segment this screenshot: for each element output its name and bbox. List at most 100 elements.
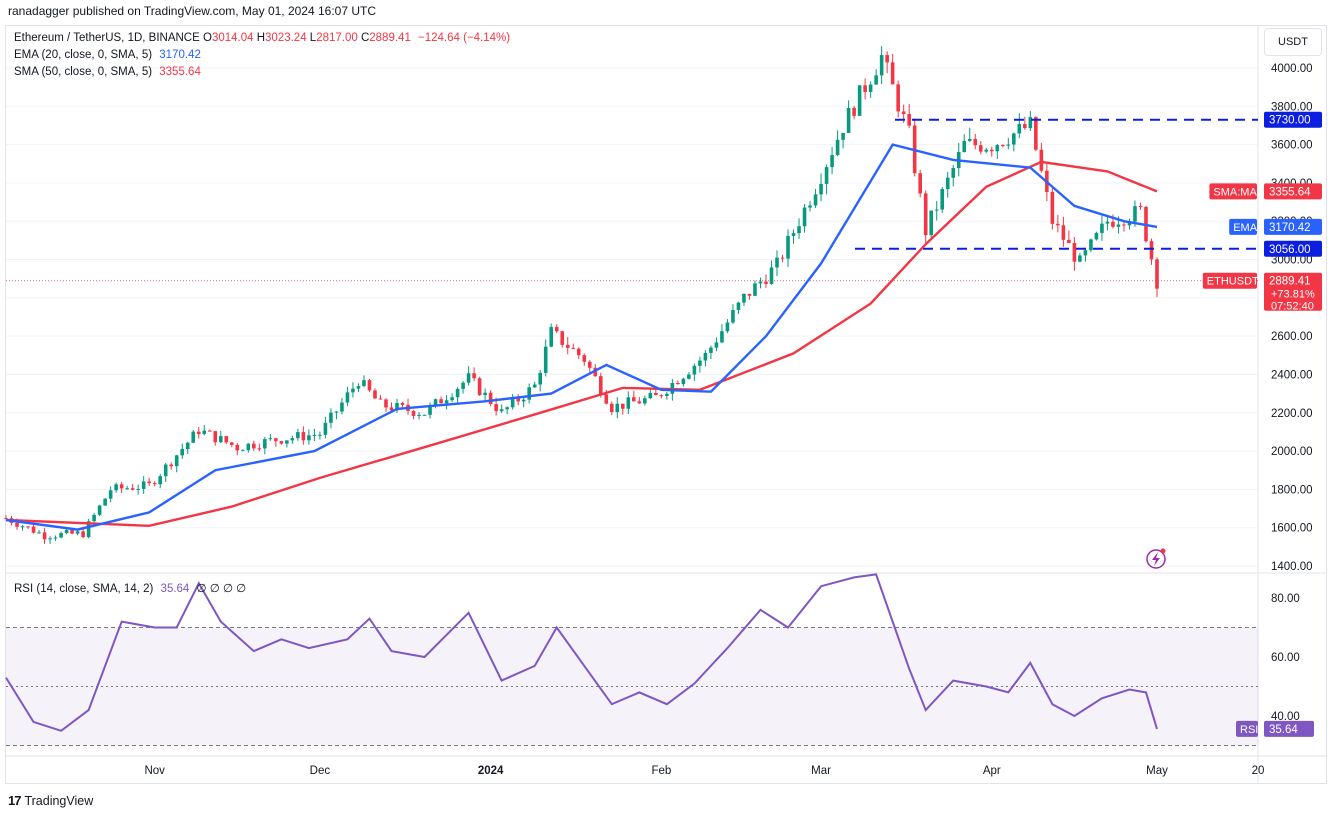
candle-up — [1012, 133, 1016, 145]
price-tag-label-bg — [1209, 183, 1257, 200]
publisher-line: ranadagger published on TradingView.com,… — [8, 4, 377, 18]
candle-down — [1050, 191, 1055, 224]
candle-down — [576, 348, 581, 356]
symbol-legend: Ethereum / TetherUS, 1D, BINANCE O3014.0… — [14, 30, 510, 81]
candle-up — [103, 498, 107, 506]
candle-up — [643, 398, 647, 404]
candle-up — [334, 411, 339, 413]
candle-up — [53, 537, 58, 539]
candle-up — [758, 281, 763, 284]
candle-up — [808, 205, 812, 208]
candle-up — [1083, 250, 1088, 256]
candle-down — [1067, 239, 1071, 244]
candle-down — [1072, 243, 1077, 262]
candle-up — [720, 331, 724, 343]
rsi-tick-label: 80.00 — [1271, 593, 1300, 605]
price-tick-label: 2400.00 — [1271, 369, 1313, 381]
candle-down — [15, 522, 19, 527]
candle-down — [1056, 223, 1060, 226]
candle-up — [455, 388, 460, 398]
currency-button[interactable]: USDT — [1264, 28, 1322, 56]
candle-up — [37, 532, 41, 534]
price-tick-label: 3800.00 — [1271, 101, 1313, 113]
price-tick-label: 2600.00 — [1271, 331, 1313, 343]
candle-down — [764, 281, 768, 284]
candle-down — [477, 378, 482, 396]
candle-down — [918, 173, 922, 194]
candle-up — [433, 399, 438, 406]
candle-down — [560, 331, 565, 345]
candle-down — [1034, 117, 1038, 150]
candle-up — [1116, 224, 1121, 227]
candle-down — [373, 390, 377, 399]
price-tag-label-bg — [1202, 272, 1257, 289]
candle-down — [890, 62, 895, 85]
candle-down — [1149, 241, 1154, 260]
candle-up — [180, 449, 185, 456]
sma50-line — [5, 160, 1158, 528]
candle-down — [907, 114, 911, 126]
candle-up — [246, 443, 251, 451]
change-value: −124.64 (−4.14%) — [418, 32, 511, 44]
candle-up — [450, 397, 454, 401]
candle-down — [654, 393, 658, 396]
candle-up — [527, 387, 531, 400]
ohlc-value: 3014.04 — [211, 32, 257, 44]
candle-up — [841, 132, 845, 140]
candle-down — [604, 394, 609, 404]
candle-down — [301, 432, 306, 441]
candle-up — [125, 488, 129, 490]
candle-up — [665, 393, 669, 397]
candle-down — [571, 347, 576, 349]
candle-down — [494, 404, 498, 412]
candle-down — [252, 443, 256, 449]
candle-up — [791, 233, 796, 236]
candle-up — [296, 432, 300, 439]
candle-down — [632, 397, 636, 402]
candle-up — [830, 155, 834, 168]
candle-down — [973, 138, 978, 146]
candle-up — [874, 75, 878, 85]
time-tick-label: Feb — [651, 765, 671, 777]
candle-up — [951, 168, 956, 178]
candle-up — [1127, 221, 1132, 226]
candle-up — [940, 189, 945, 210]
candle-up — [356, 386, 361, 389]
price-tag-value: 3355.64 — [1269, 186, 1311, 198]
candle-up — [323, 422, 328, 435]
candle-up — [929, 210, 934, 236]
candle-up — [709, 347, 713, 353]
time-tick-label: Nov — [144, 765, 165, 777]
candle-up — [813, 194, 818, 206]
candle-up — [995, 145, 1000, 152]
candle-up — [1094, 232, 1099, 240]
ohlc-value: 2889.41 — [369, 32, 415, 44]
candle-up — [769, 267, 774, 284]
candle-down — [147, 481, 151, 484]
price-tag-countdown: 07:52:40 — [1271, 301, 1314, 313]
ohlc-value: 2817.00 — [316, 32, 361, 44]
rsi-label: RSI (14, close, SMA, 14, 2) — [14, 583, 154, 595]
candle-down — [659, 395, 664, 397]
candle-up — [543, 346, 548, 373]
ema-label: EMA (20, close, 0, SMA, 5) — [14, 49, 153, 61]
candle-down — [989, 149, 994, 152]
candle-down — [488, 392, 493, 405]
candle-up — [1028, 117, 1033, 129]
candle-up — [1105, 221, 1110, 224]
ema-value: 3170.42 — [159, 49, 201, 61]
price-tick-label: 1400.00 — [1271, 561, 1313, 573]
candle-up — [444, 400, 449, 404]
candle-down — [582, 355, 587, 362]
candle-up — [422, 414, 427, 416]
rsi-tick-label: 40.00 — [1271, 711, 1300, 723]
candle-up — [307, 435, 311, 441]
candle-down — [196, 431, 201, 435]
candle-down — [70, 530, 74, 534]
price-tag-bg — [1264, 111, 1322, 128]
price-tag-label: SMA:MA — [1213, 186, 1257, 198]
candle-up — [703, 352, 708, 361]
candle-up — [725, 322, 730, 332]
candle-down — [400, 402, 405, 405]
